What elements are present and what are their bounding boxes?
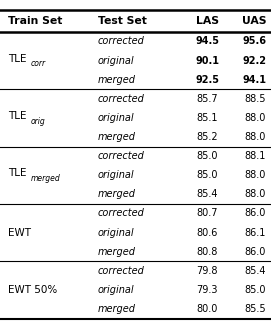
Text: 85.0: 85.0 bbox=[196, 170, 218, 180]
Text: 92.5: 92.5 bbox=[195, 75, 219, 84]
Text: orig: orig bbox=[31, 117, 46, 125]
Text: 94.5: 94.5 bbox=[195, 36, 219, 46]
Text: 85.0: 85.0 bbox=[244, 285, 266, 295]
Text: 86.0: 86.0 bbox=[244, 208, 265, 218]
Text: TLE: TLE bbox=[8, 168, 27, 178]
Text: 85.1: 85.1 bbox=[196, 113, 218, 123]
Text: 80.7: 80.7 bbox=[196, 208, 218, 218]
Text: merged: merged bbox=[98, 75, 136, 84]
Text: EWT 50%: EWT 50% bbox=[8, 285, 57, 295]
Text: original: original bbox=[98, 170, 134, 180]
Text: merged: merged bbox=[98, 189, 136, 199]
Text: original: original bbox=[98, 113, 134, 123]
Text: corrected: corrected bbox=[98, 151, 144, 161]
Text: original: original bbox=[98, 285, 134, 295]
Text: 85.0: 85.0 bbox=[196, 151, 218, 161]
Text: 80.6: 80.6 bbox=[197, 227, 218, 238]
Text: Test Set: Test Set bbox=[98, 16, 146, 26]
Text: 88.0: 88.0 bbox=[244, 132, 265, 142]
Text: UAS: UAS bbox=[243, 16, 267, 26]
Text: 85.4: 85.4 bbox=[244, 266, 266, 276]
Text: Train Set: Train Set bbox=[8, 16, 63, 26]
Text: EWT: EWT bbox=[8, 227, 31, 238]
Text: 92.2: 92.2 bbox=[243, 56, 267, 66]
Text: 79.8: 79.8 bbox=[196, 266, 218, 276]
Text: 95.6: 95.6 bbox=[243, 36, 267, 46]
Text: LAS: LAS bbox=[196, 16, 219, 26]
Text: 88.0: 88.0 bbox=[244, 189, 265, 199]
Text: 88.5: 88.5 bbox=[244, 94, 266, 104]
Text: 85.4: 85.4 bbox=[196, 189, 218, 199]
Text: 85.7: 85.7 bbox=[196, 94, 218, 104]
Text: 88.0: 88.0 bbox=[244, 113, 265, 123]
Text: merged: merged bbox=[98, 247, 136, 257]
Text: 88.0: 88.0 bbox=[244, 170, 265, 180]
Text: 86.1: 86.1 bbox=[244, 227, 265, 238]
Text: merged: merged bbox=[98, 132, 136, 142]
Text: TLE: TLE bbox=[8, 54, 27, 64]
Text: 85.5: 85.5 bbox=[244, 304, 266, 314]
Text: 86.0: 86.0 bbox=[244, 247, 265, 257]
Text: original: original bbox=[98, 227, 134, 238]
Text: corr: corr bbox=[31, 59, 46, 68]
Text: 85.2: 85.2 bbox=[196, 132, 218, 142]
Text: corrected: corrected bbox=[98, 266, 144, 276]
Text: merged: merged bbox=[31, 174, 61, 183]
Text: 90.1: 90.1 bbox=[195, 56, 219, 66]
Text: 80.8: 80.8 bbox=[197, 247, 218, 257]
Text: corrected: corrected bbox=[98, 94, 144, 104]
Text: TLE: TLE bbox=[8, 111, 27, 121]
Text: merged: merged bbox=[98, 304, 136, 314]
Text: 88.1: 88.1 bbox=[244, 151, 265, 161]
Text: corrected: corrected bbox=[98, 208, 144, 218]
Text: 94.1: 94.1 bbox=[243, 75, 267, 84]
Text: corrected: corrected bbox=[98, 36, 144, 46]
Text: 80.0: 80.0 bbox=[197, 304, 218, 314]
Text: original: original bbox=[98, 56, 134, 66]
Text: 79.3: 79.3 bbox=[196, 285, 218, 295]
